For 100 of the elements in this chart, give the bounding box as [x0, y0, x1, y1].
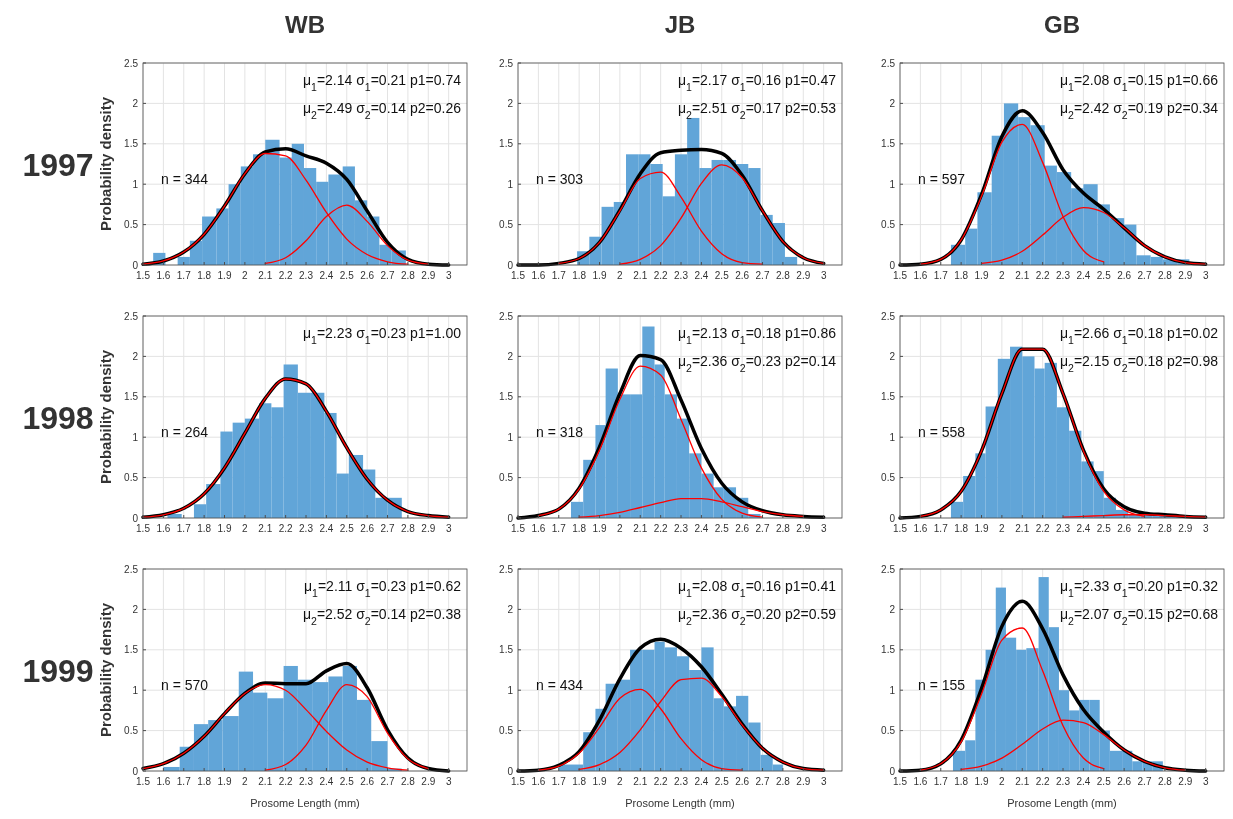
x-tick-label: 1.6 [156, 776, 171, 787]
x-tick-label: 2.3 [1056, 270, 1071, 281]
x-tick-label: 1.7 [176, 776, 192, 787]
x-tick-label: 1.8 [197, 270, 212, 281]
y-tick-label: 0.5 [499, 472, 514, 484]
x-tick-label: 1.9 [217, 523, 232, 534]
text: 1997 [22, 147, 94, 183]
y-tick-label: 0 [507, 259, 514, 271]
y-tick-label: 0.5 [881, 725, 896, 737]
y-tick-label: 0 [132, 259, 139, 271]
y-tick-label: 2 [889, 97, 896, 109]
x-axis-title: Prosome Length (mm) [1007, 797, 1117, 809]
x-axis-title: Prosome Length (mm) [625, 797, 735, 809]
annotation: μ$_{1}$=2.33 σ$_{1}$=0.20 p1=0.32 [1059, 578, 1219, 599]
x-tick-label: 2.1 [1015, 776, 1030, 787]
y-tick-label: 0 [889, 259, 896, 271]
annotation: n = 344 [161, 171, 209, 188]
y-tick-label: 1.5 [499, 138, 514, 150]
y-tick-label: 2.5 [881, 563, 896, 575]
y-tick-label: 0.5 [499, 725, 514, 737]
text: 1999 [22, 653, 94, 689]
annotation: μ$_{2}$=2.51 σ$_{2}$=0.17 p2=0.53 [677, 100, 837, 121]
x-tick-label: 1.6 [913, 523, 928, 534]
x-tick-label: 1.8 [954, 523, 969, 534]
x-tick-label: 2.3 [674, 523, 689, 534]
y-tick-label: 1 [889, 684, 896, 696]
x-tick-label: 1.6 [531, 270, 546, 281]
x-tick-label: 2.6 [735, 270, 750, 281]
y-tick-label: 1.5 [499, 391, 514, 403]
x-tick-label: 2.4 [1076, 270, 1091, 281]
x-tick-label: 2.6 [360, 776, 375, 787]
x-tick-label: 1.7 [933, 776, 949, 787]
y-tick-label: 1.5 [124, 138, 139, 150]
x-tick-label: 1.9 [592, 523, 607, 534]
annotation: μ$_{2}$=2.36 σ$_{2}$=0.20 p2=0.59 [677, 606, 837, 627]
x-tick-label: 2 [617, 270, 624, 281]
x-tick-label: 3 [820, 523, 827, 534]
x-tick-label: 2.4 [1076, 523, 1091, 534]
x-tick-label: 1.9 [217, 270, 232, 281]
y-tick-label: 1.5 [881, 391, 896, 403]
x-tick-label: 2 [242, 270, 249, 281]
x-tick-label: 2.3 [299, 776, 314, 787]
y-axis-title: Probability density [97, 602, 114, 738]
y-tick-label: 1.5 [124, 391, 139, 403]
x-tick-label: 2.6 [735, 776, 750, 787]
x-tick-label: 2.5 [714, 270, 730, 281]
x-tick-label: 1.8 [572, 523, 587, 534]
y-tick-label: 0 [507, 512, 514, 524]
annotation: n = 155 [918, 677, 966, 694]
x-tick-label: 1.9 [974, 523, 989, 534]
x-tick-label: 3 [820, 270, 827, 281]
x-tick-label: 1.8 [197, 523, 212, 534]
x-tick-label: 3 [445, 523, 452, 534]
x-tick-label: 2.7 [380, 270, 395, 281]
y-tick-label: 2.5 [499, 310, 514, 322]
x-tick-label: 1.6 [531, 523, 546, 534]
y-tick-label: 2 [132, 97, 139, 109]
x-tick-label: 2.7 [755, 776, 770, 787]
annotation: μ$_{2}$=2.42 σ$_{2}$=0.19 p2=0.34 [1059, 100, 1219, 121]
annotation: μ$_{1}$=2.08 σ$_{1}$=0.15 p1=0.66 [1059, 72, 1219, 93]
annotation: n = 434 [536, 677, 584, 694]
x-tick-label: 2.2 [278, 523, 294, 534]
x-tick-label: 2.3 [674, 776, 689, 787]
x-tick-label: 2.2 [278, 776, 294, 787]
y-axis-title: Probability density [97, 96, 114, 232]
y-tick-label: 0.5 [124, 472, 139, 484]
annotation: μ$_{1}$=2.14 σ$_{1}$=0.21 p1=0.74 [302, 72, 462, 93]
x-tick-label: 2.1 [633, 776, 648, 787]
x-tick-label: 2.9 [796, 776, 811, 787]
x-tick-label: 2.3 [299, 523, 314, 534]
x-axis-title: Prosome Length (mm) [250, 797, 360, 809]
x-tick-label: 3 [1202, 776, 1209, 787]
y-tick-label: 2.5 [124, 310, 139, 322]
x-tick-label: 1.6 [913, 270, 928, 281]
x-tick-label: 3 [445, 270, 452, 281]
annotation: μ$_{1}$=2.08 σ$_{1}$=0.16 p1=0.41 [677, 578, 837, 599]
annotation: μ$_{1}$=2.11 σ$_{1}$=0.23 p1=0.62 [304, 578, 462, 599]
x-tick-label: 2.2 [653, 776, 669, 787]
x-tick-label: 2 [242, 523, 249, 534]
x-tick-label: 2 [999, 523, 1006, 534]
annotation: μ$_{2}$=2.49 σ$_{2}$=0.14 p2=0.26 [302, 100, 462, 121]
x-tick-label: 2.6 [1117, 270, 1132, 281]
x-tick-label: 2.5 [339, 270, 355, 281]
x-tick-label: 1.8 [954, 776, 969, 787]
x-tick-label: 2.2 [1035, 523, 1051, 534]
x-tick-label: 2.3 [674, 270, 689, 281]
y-tick-label: 2.5 [881, 57, 896, 69]
y-tick-label: 0.5 [124, 219, 139, 231]
x-tick-label: 2.2 [278, 270, 294, 281]
x-tick-label: 2.4 [319, 776, 334, 787]
x-tick-label: 1.6 [156, 270, 171, 281]
x-tick-label: 2.9 [1178, 523, 1193, 534]
x-tick-label: 2.9 [796, 523, 811, 534]
y-tick-label: 2.5 [499, 563, 514, 575]
y-tick-label: 2 [889, 350, 896, 362]
x-tick-label: 2.1 [1015, 523, 1030, 534]
x-tick-label: 3 [1202, 270, 1209, 281]
x-tick-label: 2 [999, 776, 1006, 787]
y-tick-label: 2.5 [124, 57, 139, 69]
x-tick-label: 2.4 [319, 270, 334, 281]
